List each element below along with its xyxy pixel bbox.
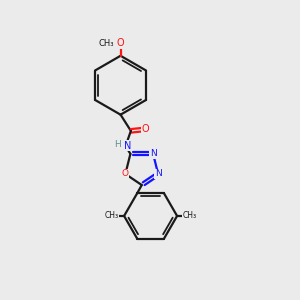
Text: O: O — [117, 38, 124, 48]
Text: O: O — [122, 169, 129, 178]
Text: CH₃: CH₃ — [182, 212, 197, 220]
Text: N: N — [124, 141, 132, 151]
Text: CH₃: CH₃ — [98, 39, 114, 48]
Text: N: N — [150, 149, 157, 158]
Text: N: N — [155, 169, 161, 178]
Text: H: H — [114, 140, 121, 149]
Text: O: O — [141, 124, 149, 134]
Text: CH₃: CH₃ — [105, 212, 119, 220]
